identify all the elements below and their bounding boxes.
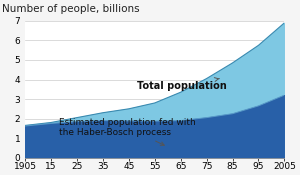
Text: Total population: Total population [136,78,226,91]
Text: Estimated population fed with
the Haber-Bosch process: Estimated population fed with the Haber-… [59,118,196,145]
Text: Number of people, billions: Number of people, billions [2,4,140,14]
